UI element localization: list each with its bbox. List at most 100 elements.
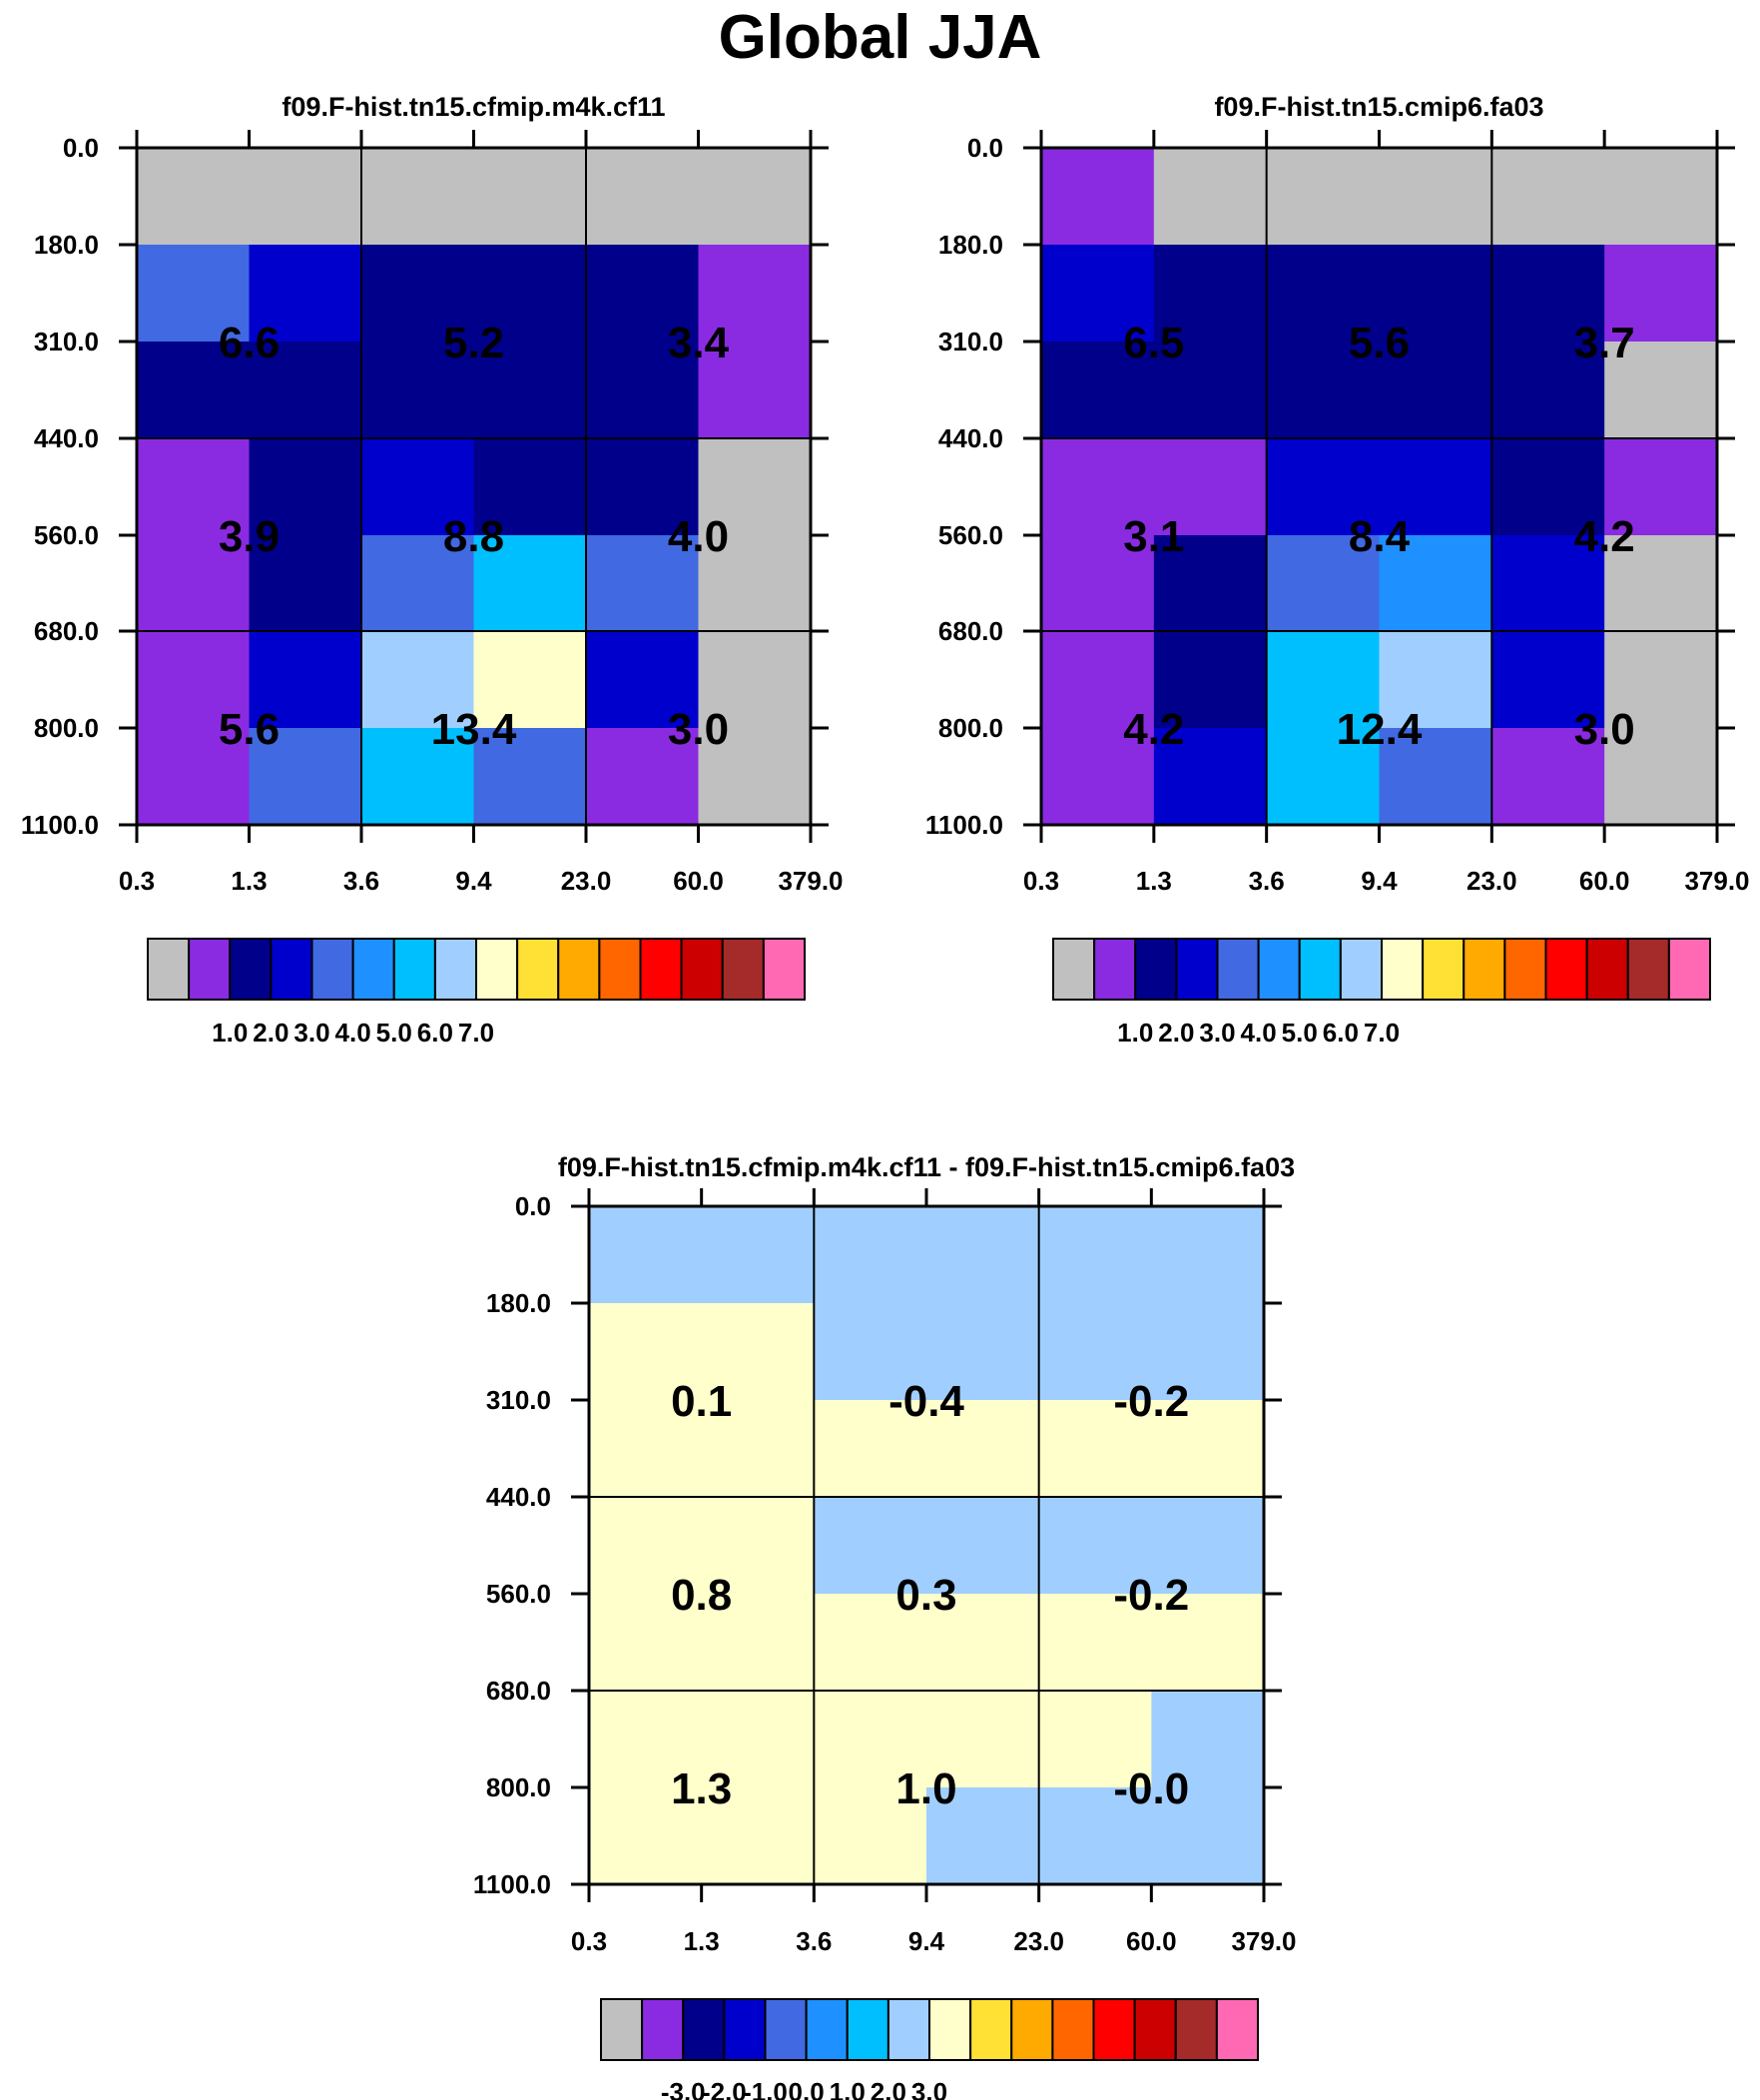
panel-1-cell <box>586 535 700 632</box>
panel-3-cell <box>701 1303 815 1401</box>
panel-1-colorbar-label: 3.0 <box>293 1018 329 1048</box>
panel-3-y-tick-label: 1100.0 <box>473 1869 551 1899</box>
panel-3-colorbar-label: 2.0 <box>871 2077 906 2100</box>
panel-1-cell <box>249 342 362 439</box>
panel-3-cell <box>589 1400 703 1498</box>
panel-2-cell <box>1153 342 1268 439</box>
panel-2-colorbar-box <box>1175 938 1219 1001</box>
panel-2-colorbar-box <box>1216 938 1260 1001</box>
panel-2-y-tick-label: 680.0 <box>938 616 1003 646</box>
panel-2-x-tick-label: 0.3 <box>1023 866 1059 896</box>
panel-3-cell <box>1151 1691 1265 1788</box>
panel-3-cell <box>814 1206 927 1304</box>
panel-2-x-tick-label: 9.4 <box>1361 866 1398 896</box>
panel-1-colorbar-box <box>762 938 806 1001</box>
panel-2-colorbar-label: 5.0 <box>1282 1018 1318 1048</box>
panel-1-cell <box>698 245 812 343</box>
panel-3-cell <box>1038 1497 1152 1595</box>
panel-1-y-tick-label: 310.0 <box>34 327 99 356</box>
panel-3-colorbar-box <box>805 1998 849 2061</box>
panel-2-y-tick-label: 1100.0 <box>925 810 1003 840</box>
panel-3-colorbar-box <box>1215 1998 1259 2061</box>
panel-1-cell <box>698 631 812 729</box>
panel-2-colorbar-box <box>1503 938 1547 1001</box>
panel-1-cell <box>698 728 812 826</box>
panel-1-colorbar-label: 4.0 <box>335 1018 371 1048</box>
panel-2-value-label: 8.4 <box>1349 512 1411 561</box>
panel-1-value-label: 3.4 <box>668 319 730 367</box>
panel-3-cell <box>701 1497 815 1595</box>
panel-1-cell <box>361 438 475 536</box>
panel-1-colorbar-label: 6.0 <box>417 1018 453 1048</box>
panel-2-colorbar-box <box>1544 938 1588 1001</box>
panel-2-value-label: 12.4 <box>1337 705 1423 754</box>
panel-1-cell <box>586 342 700 439</box>
panel-2-x-tick-label: 3.6 <box>1249 866 1285 896</box>
panel-2-y-tick-label: 800.0 <box>938 713 1003 743</box>
panel-3-value-label: 0.8 <box>671 1571 732 1620</box>
panel-1-cell <box>137 728 251 826</box>
panel-3-cell <box>1038 1594 1152 1692</box>
panel-1-colorbar-label: 2.0 <box>253 1018 289 1048</box>
panel-3-colorbar-box <box>969 1998 1013 2061</box>
panel-2-cell <box>1266 535 1381 632</box>
panel-3-y-tick-label: 680.0 <box>486 1676 551 1706</box>
panel-2-colorbar-box <box>1381 938 1425 1001</box>
panel-2-cell <box>1491 438 1605 536</box>
panel-1-x-tick-label: 3.6 <box>343 866 379 896</box>
panel-2-cell <box>1153 728 1268 826</box>
panel-1-cell <box>249 245 362 343</box>
panel-2-y-tick-label: 0.0 <box>967 133 1003 163</box>
panel-3-cell <box>701 1594 815 1692</box>
panel-3-colorbar-box <box>641 1998 685 2061</box>
panel-2-cell <box>1379 438 1492 536</box>
panel-2-value-label: 3.1 <box>1123 512 1184 561</box>
panel-1-cell <box>473 148 587 246</box>
panel-3-value-label: -0.2 <box>1113 1377 1189 1426</box>
panel-2-cell <box>1604 438 1718 536</box>
panel-1-colorbar-box <box>147 938 191 1001</box>
panel-1-colorbar-box <box>598 938 642 1001</box>
panel-1-cell <box>698 342 812 439</box>
panel-3-colorbar-box <box>886 1998 930 2061</box>
panel-3-cell <box>926 1594 1040 1692</box>
panel-1-cell <box>249 438 362 536</box>
panel-2-cell <box>1266 342 1381 439</box>
panel-3-cell <box>1038 1787 1152 1885</box>
panel-1-value-label: 5.6 <box>219 705 280 754</box>
panel-1-colorbar-box <box>433 938 477 1001</box>
panel-2-cell <box>1153 535 1268 632</box>
panel-1-cell <box>698 148 812 246</box>
panel-3-cell <box>701 1787 815 1885</box>
panel-2-colorbar-box <box>1134 938 1178 1001</box>
panel-2-colorbar-box <box>1585 938 1629 1001</box>
panel-3-cell <box>589 1691 703 1788</box>
panel-2-cell <box>1491 535 1605 632</box>
panel-1-value-label: 5.2 <box>443 319 504 367</box>
panel-1-colorbar-box <box>229 938 273 1001</box>
panel-1-cell <box>586 148 700 246</box>
panel-2-cell <box>1379 245 1492 343</box>
panel-1-cell <box>137 438 251 536</box>
panel-1-cell <box>137 245 251 343</box>
panel-3-cell <box>926 1400 1040 1498</box>
panel-2-cell <box>1041 728 1155 826</box>
panel-2-cell <box>1604 245 1718 343</box>
panel-3-cell <box>814 1594 927 1692</box>
panel-3-colorbar-box <box>1174 1998 1218 2061</box>
panel-1-cell <box>137 535 251 632</box>
panel-3-colorbar-box <box>764 1998 808 2061</box>
panel-2-cell <box>1491 342 1605 439</box>
panel-2-cell <box>1041 631 1155 729</box>
panel-1-x-tick-label: 1.3 <box>231 866 267 896</box>
panel-2-cell <box>1491 148 1605 246</box>
panel-1-colorbar-box <box>351 938 395 1001</box>
panel-2-value-label: 6.5 <box>1123 319 1184 367</box>
panel-2-colorbar-box <box>1257 938 1301 1001</box>
panel-3-cell <box>701 1691 815 1788</box>
panel-3-x-tick-label: 1.3 <box>684 1926 720 1956</box>
panel-2-value-label: 3.7 <box>1574 319 1635 367</box>
panel-3-colorbar-box <box>928 1998 972 2061</box>
panel-1-cell <box>361 728 475 826</box>
panel-3-cell <box>926 1787 1040 1885</box>
